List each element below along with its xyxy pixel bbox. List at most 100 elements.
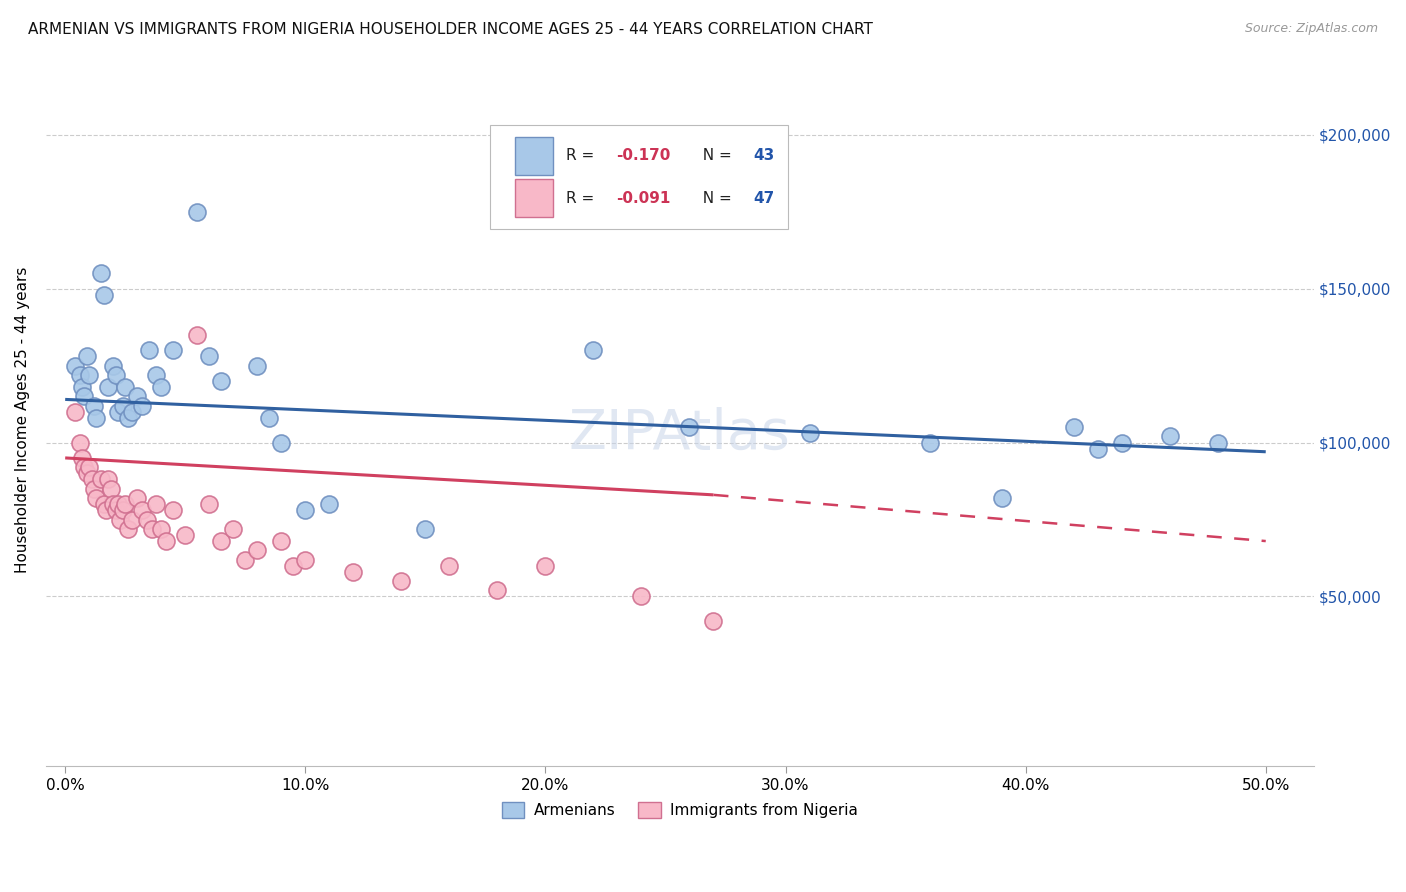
Point bbox=[104, 368, 127, 382]
Point bbox=[1206, 435, 1229, 450]
Point bbox=[117, 522, 139, 536]
Point bbox=[141, 522, 163, 536]
Point bbox=[103, 359, 125, 373]
Point bbox=[63, 405, 86, 419]
Point bbox=[1087, 442, 1109, 456]
Point bbox=[127, 491, 149, 505]
Point bbox=[534, 558, 557, 573]
Point bbox=[73, 389, 96, 403]
Point bbox=[283, 558, 305, 573]
Point bbox=[77, 460, 100, 475]
Point bbox=[76, 349, 98, 363]
Legend: Armenians, Immigrants from Nigeria: Armenians, Immigrants from Nigeria bbox=[495, 796, 865, 824]
Point bbox=[104, 503, 127, 517]
FancyBboxPatch shape bbox=[515, 179, 553, 218]
Point bbox=[114, 380, 136, 394]
Point bbox=[198, 497, 221, 511]
Text: N =: N = bbox=[693, 191, 737, 206]
Point bbox=[107, 497, 129, 511]
Text: R =: R = bbox=[565, 191, 599, 206]
Text: 47: 47 bbox=[754, 191, 775, 206]
Point bbox=[246, 359, 269, 373]
Point bbox=[415, 522, 437, 536]
Point bbox=[1111, 435, 1133, 450]
Point bbox=[209, 374, 232, 388]
Point bbox=[111, 503, 134, 517]
Point bbox=[93, 287, 115, 301]
Point bbox=[86, 491, 108, 505]
Point bbox=[222, 522, 245, 536]
Point bbox=[73, 460, 96, 475]
Point bbox=[155, 534, 177, 549]
Text: N =: N = bbox=[693, 148, 737, 163]
Point bbox=[135, 512, 157, 526]
Point bbox=[138, 343, 160, 358]
Point bbox=[342, 565, 364, 579]
Point bbox=[186, 204, 208, 219]
Point bbox=[318, 497, 340, 511]
Point bbox=[1063, 420, 1085, 434]
Point bbox=[270, 534, 292, 549]
Text: Source: ZipAtlas.com: Source: ZipAtlas.com bbox=[1244, 22, 1378, 36]
Point bbox=[389, 574, 412, 588]
Point bbox=[678, 420, 700, 434]
Point bbox=[439, 558, 461, 573]
Point bbox=[107, 405, 129, 419]
Point bbox=[111, 399, 134, 413]
Point bbox=[145, 497, 167, 511]
Point bbox=[86, 410, 108, 425]
Point bbox=[233, 552, 256, 566]
Point bbox=[63, 359, 86, 373]
Point bbox=[246, 543, 269, 558]
Point bbox=[114, 497, 136, 511]
Point bbox=[259, 410, 281, 425]
Point bbox=[702, 614, 724, 628]
Point bbox=[799, 426, 821, 441]
Point bbox=[90, 266, 112, 280]
Point bbox=[1159, 429, 1181, 443]
Text: ZIPAtlas: ZIPAtlas bbox=[569, 406, 790, 460]
Point bbox=[94, 503, 117, 517]
Point bbox=[90, 473, 112, 487]
Text: 43: 43 bbox=[754, 148, 775, 163]
Point bbox=[83, 399, 105, 413]
Point bbox=[110, 512, 132, 526]
Point bbox=[131, 399, 153, 413]
Point bbox=[294, 552, 316, 566]
Point bbox=[70, 450, 93, 465]
Point bbox=[198, 349, 221, 363]
Point bbox=[294, 503, 316, 517]
Point bbox=[83, 482, 105, 496]
Point bbox=[918, 435, 941, 450]
Text: ARMENIAN VS IMMIGRANTS FROM NIGERIA HOUSEHOLDER INCOME AGES 25 - 44 YEARS CORREL: ARMENIAN VS IMMIGRANTS FROM NIGERIA HOUS… bbox=[28, 22, 873, 37]
Point bbox=[117, 410, 139, 425]
Point bbox=[77, 368, 100, 382]
Text: -0.170: -0.170 bbox=[616, 148, 671, 163]
Point bbox=[103, 497, 125, 511]
Point bbox=[97, 473, 120, 487]
Point bbox=[70, 380, 93, 394]
Point bbox=[174, 528, 197, 542]
Point bbox=[80, 473, 103, 487]
Text: R =: R = bbox=[565, 148, 599, 163]
Point bbox=[100, 482, 122, 496]
Text: -0.091: -0.091 bbox=[616, 191, 671, 206]
Point bbox=[162, 503, 184, 517]
Y-axis label: Householder Income Ages 25 - 44 years: Householder Income Ages 25 - 44 years bbox=[15, 266, 30, 573]
Point bbox=[150, 380, 173, 394]
Point bbox=[76, 467, 98, 481]
Point bbox=[990, 491, 1012, 505]
Point bbox=[93, 497, 115, 511]
Point bbox=[150, 522, 173, 536]
Point bbox=[69, 368, 91, 382]
Point bbox=[145, 368, 167, 382]
Point bbox=[97, 380, 120, 394]
FancyBboxPatch shape bbox=[515, 136, 553, 175]
Point bbox=[630, 590, 652, 604]
Point bbox=[582, 343, 605, 358]
Point bbox=[270, 435, 292, 450]
FancyBboxPatch shape bbox=[489, 125, 787, 229]
Point bbox=[127, 389, 149, 403]
Point bbox=[131, 503, 153, 517]
Point bbox=[186, 327, 208, 342]
